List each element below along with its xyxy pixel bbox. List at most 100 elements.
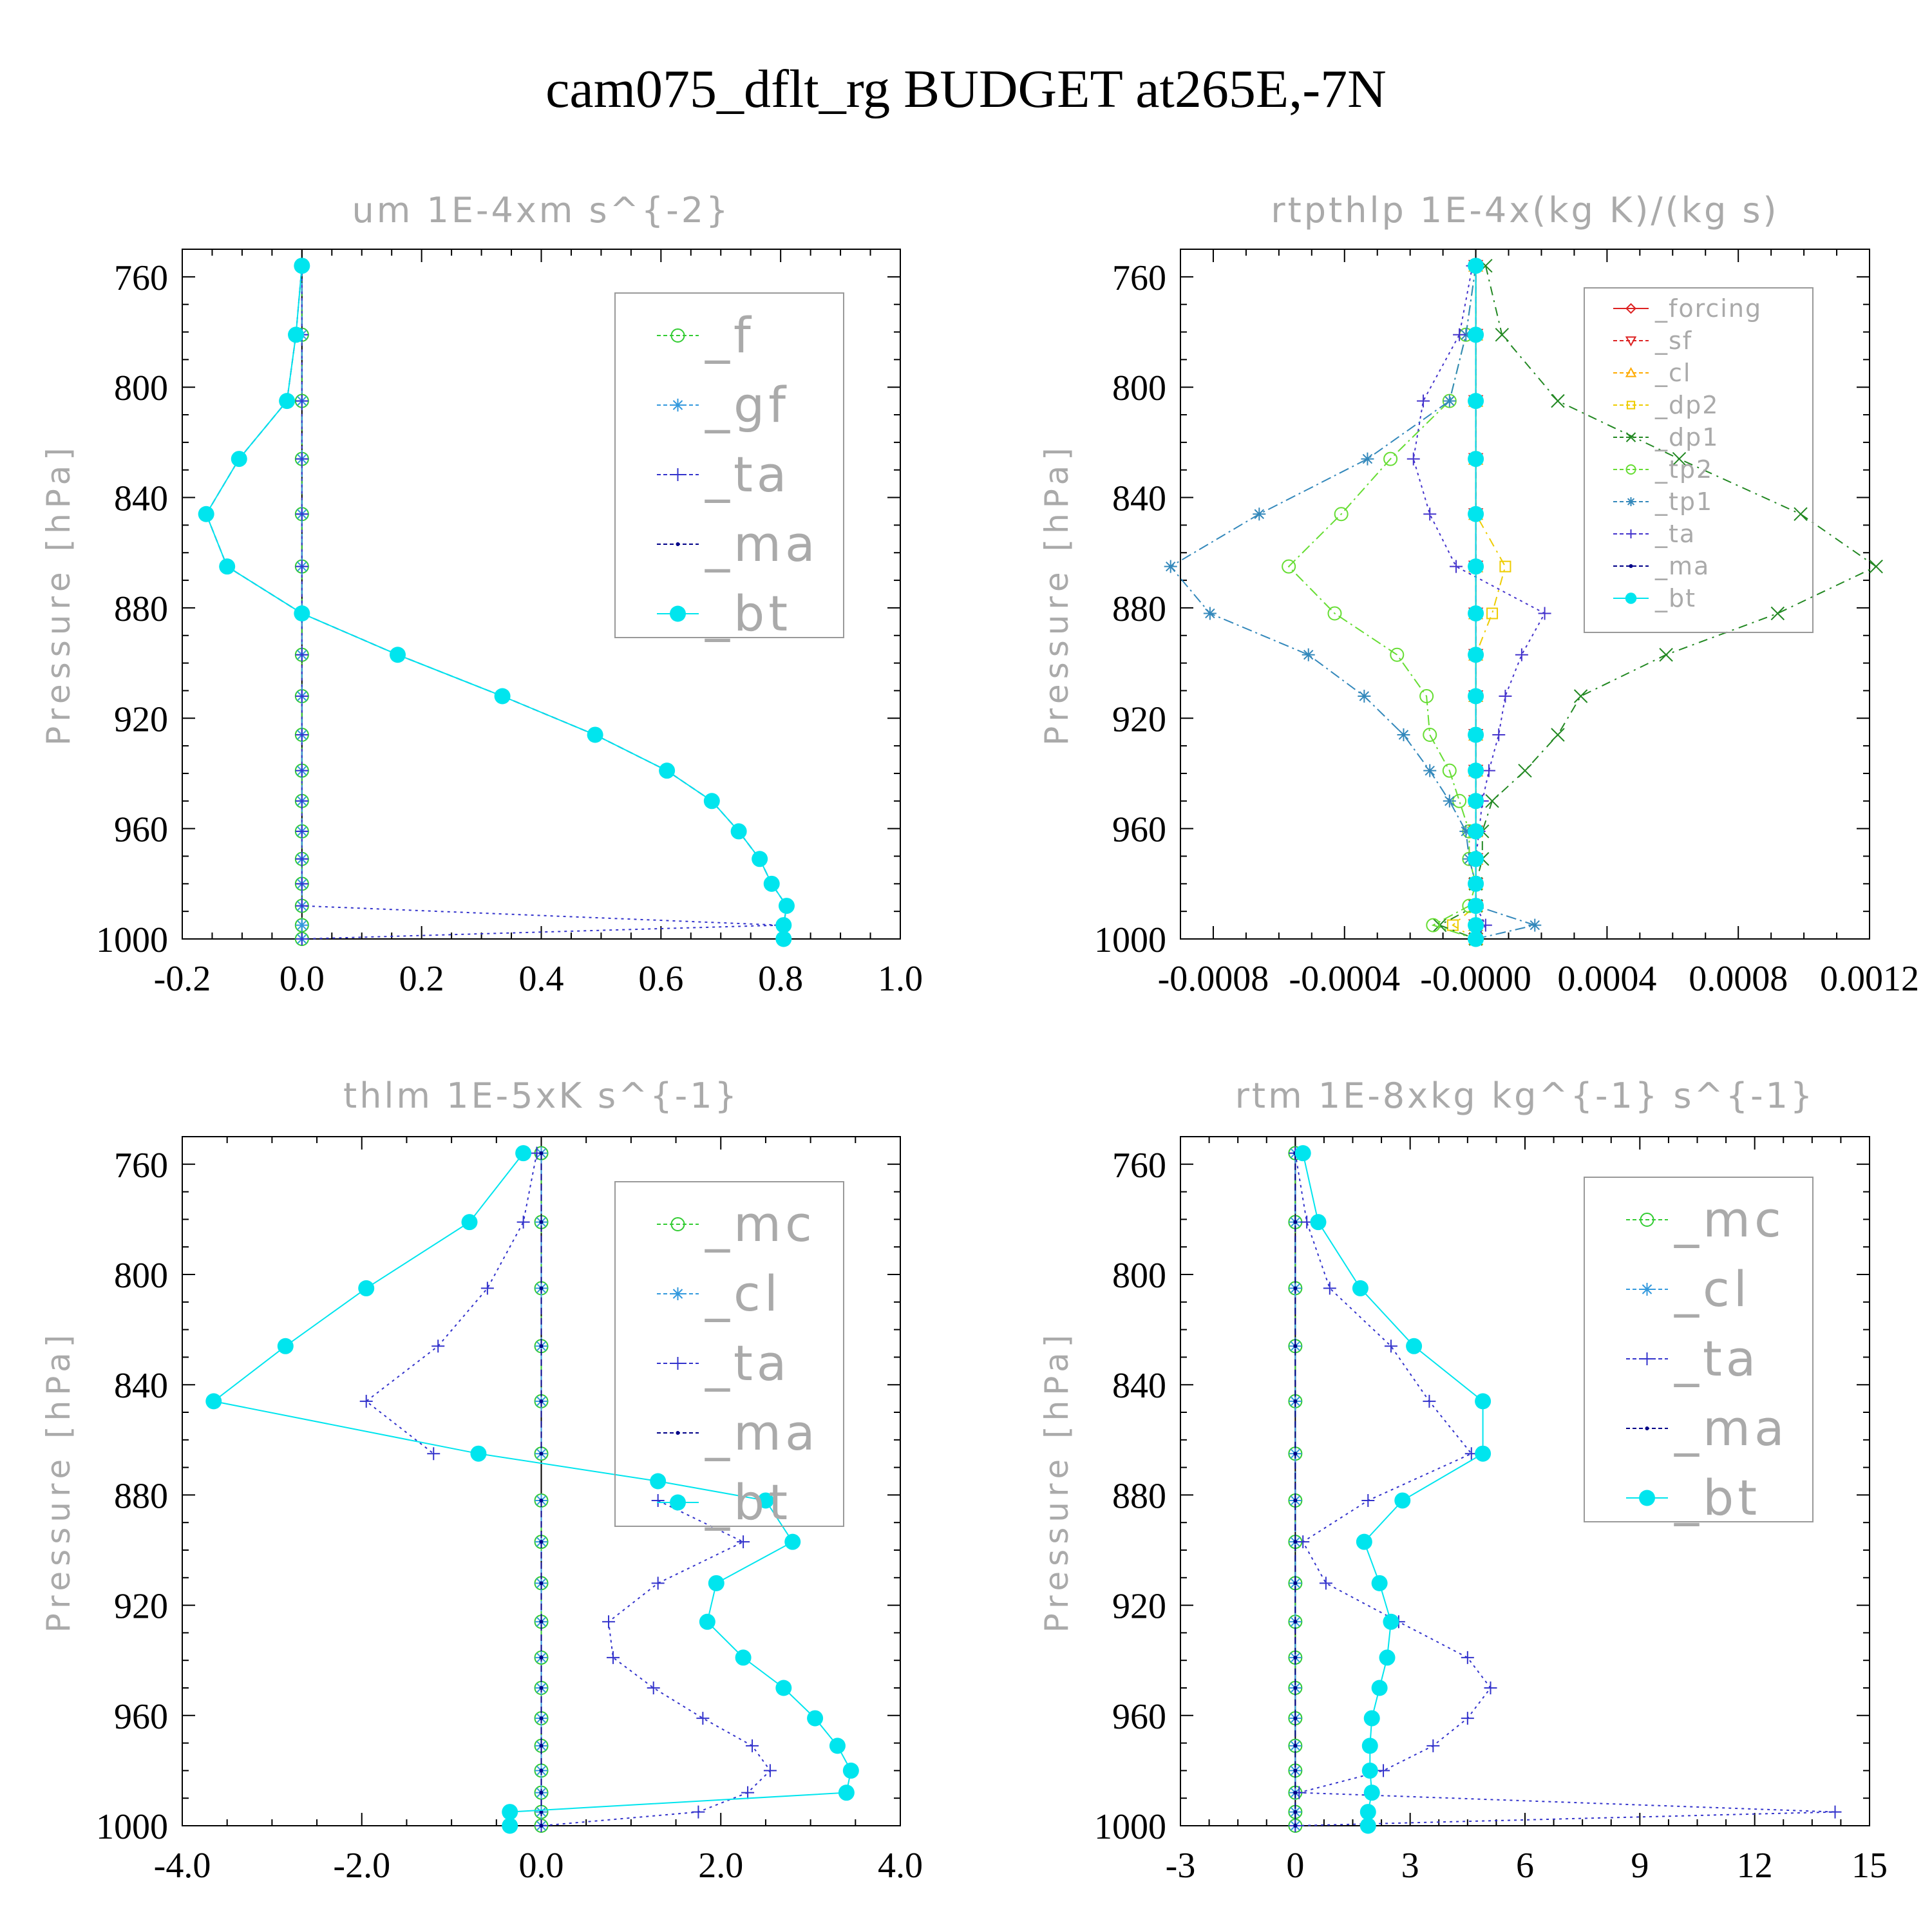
legend-box <box>1584 1177 1814 1522</box>
data-point <box>1528 918 1542 932</box>
data-point <box>1426 1739 1440 1752</box>
data-point <box>1371 1680 1388 1696</box>
legend-label: _mc <box>1674 1191 1785 1248</box>
series-line <box>205 265 788 939</box>
series-dp2 <box>1446 260 1511 945</box>
data-point <box>1358 690 1371 703</box>
data-point <box>692 1805 705 1819</box>
legend-label: _bt <box>1654 584 1696 612</box>
data-point <box>295 933 308 945</box>
data-point <box>1468 258 1484 274</box>
legend-marker <box>1626 529 1636 538</box>
series-line <box>1287 265 1477 940</box>
data-point <box>1484 1681 1497 1694</box>
data-point <box>1492 728 1506 741</box>
x-tick-label: -0.0008 <box>1158 959 1269 999</box>
y-tick-label: 800 <box>114 368 168 408</box>
data-point <box>1293 1399 1298 1403</box>
data-point <box>1293 1452 1298 1456</box>
legend: _mc _cl _ta _ma _bt <box>1584 1177 1814 1526</box>
data-point <box>359 1394 373 1408</box>
data-point <box>1293 1498 1298 1502</box>
data-point <box>1323 1282 1336 1295</box>
data-point <box>539 1151 544 1155</box>
data-point <box>1551 393 1565 408</box>
data-point <box>295 728 308 741</box>
plot-frame <box>182 249 901 940</box>
data-point <box>1363 1785 1380 1801</box>
data-point <box>775 917 792 934</box>
y-tick-label: 880 <box>1112 589 1166 629</box>
data-point <box>1672 451 1687 466</box>
data-point <box>1293 1286 1298 1291</box>
data-point <box>461 1214 478 1231</box>
data-point <box>647 1681 660 1694</box>
data-point <box>502 1817 518 1834</box>
data-point <box>829 1738 846 1754</box>
data-point <box>295 648 308 661</box>
data-point <box>1359 1817 1376 1834</box>
data-point <box>1423 727 1437 742</box>
x-tick-label: 0.0012 <box>1820 959 1919 999</box>
data-point <box>205 1393 222 1410</box>
data-point <box>1453 328 1466 341</box>
legend-marker <box>670 1494 686 1511</box>
series-tp1 <box>1164 259 1542 945</box>
data-point <box>1394 1492 1411 1509</box>
legend-label: _cl <box>1654 359 1691 387</box>
panel-title: rtpthlp 1E-4x(kg K)/(kg s) <box>1271 190 1779 231</box>
data-point <box>1293 1540 1298 1544</box>
legend-marker <box>670 1217 685 1231</box>
data-point <box>1573 689 1588 703</box>
data-point <box>539 1498 544 1502</box>
data-point <box>1659 648 1673 662</box>
chart-panel-3: thlm 1E-5xK s^{-1} Pressure [hPa] 760 800 84… <box>40 1075 923 1886</box>
data-point <box>1538 607 1551 620</box>
legend-box <box>614 292 844 638</box>
legend-label: _ta <box>705 446 790 503</box>
data-point <box>737 1535 750 1549</box>
data-point <box>1397 728 1410 741</box>
data-point <box>539 1790 544 1795</box>
data-point <box>539 1220 544 1224</box>
data-point <box>480 1282 494 1295</box>
data-point <box>1293 1743 1298 1748</box>
data-point <box>1361 1738 1378 1754</box>
legend: _f _gf _ta _ma _bt <box>614 292 844 642</box>
data-point <box>1770 606 1785 621</box>
data-point <box>1482 764 1495 777</box>
data-point <box>1459 824 1473 838</box>
data-point <box>1468 931 1484 947</box>
data-point <box>1551 728 1565 742</box>
data-point <box>277 1338 294 1354</box>
x-tick-label: 0.6 <box>638 959 683 999</box>
y-tick-label: 920 <box>1112 699 1166 739</box>
data-point <box>1384 1340 1397 1353</box>
series-ma <box>1293 1151 1298 1828</box>
y-tick-label: 760 <box>1112 1146 1166 1186</box>
data-point <box>539 1286 544 1291</box>
data-point <box>539 1620 544 1624</box>
x-tick-label: -0.0000 <box>1420 959 1531 999</box>
data-point <box>1293 1716 1298 1721</box>
legend-marker <box>1640 1352 1654 1365</box>
x-tick-label: 6 <box>1516 1846 1534 1886</box>
data-point <box>294 258 310 274</box>
legend-label: _tp1 <box>1654 488 1713 516</box>
data-point <box>650 1473 667 1490</box>
data-point <box>295 452 308 466</box>
data-point <box>1164 560 1177 573</box>
data-point <box>539 1540 544 1544</box>
y-tick-label: 1000 <box>1094 920 1166 960</box>
data-point <box>295 877 308 891</box>
legend-marker <box>671 468 685 481</box>
legend-marker <box>1629 564 1633 568</box>
y-tick-label: 920 <box>1112 1587 1166 1627</box>
legend-label: _bt <box>705 585 791 642</box>
data-point <box>1499 690 1512 703</box>
legend-marker <box>670 328 685 343</box>
legend-marker <box>671 1287 685 1300</box>
x-tick-label: 4.0 <box>878 1846 923 1886</box>
data-point <box>1468 793 1484 810</box>
